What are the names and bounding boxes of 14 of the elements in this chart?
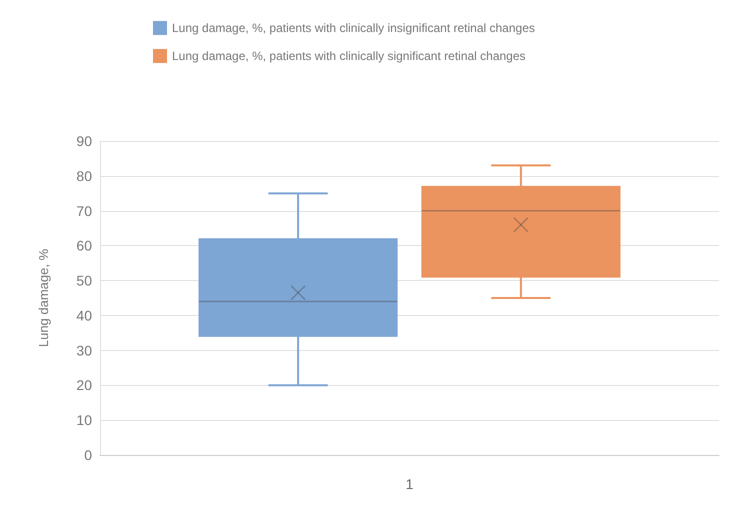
y-tick-label: 20 — [76, 377, 92, 394]
legend-label: Lung damage, %, patients with clinically insignificant retinal changes — [172, 21, 535, 35]
y-tick-label: 0 — [84, 447, 92, 463]
y-axis-title: Lung damage, % — [36, 248, 51, 348]
legend-label: Lung damage, %, patients with clinically significant retinal changes — [172, 49, 526, 63]
x-tick-label: 1 — [406, 476, 414, 492]
y-tick-label: 90 — [76, 133, 92, 149]
y-tick-label: 50 — [76, 272, 92, 289]
y-tick-label: 70 — [76, 202, 92, 219]
y-tick-label: 80 — [76, 168, 92, 184]
y-tick-label: 30 — [76, 342, 92, 358]
y-tick-label: 60 — [76, 238, 92, 254]
y-tick-label: 10 — [76, 412, 92, 428]
y-tick-label: 40 — [76, 307, 92, 324]
